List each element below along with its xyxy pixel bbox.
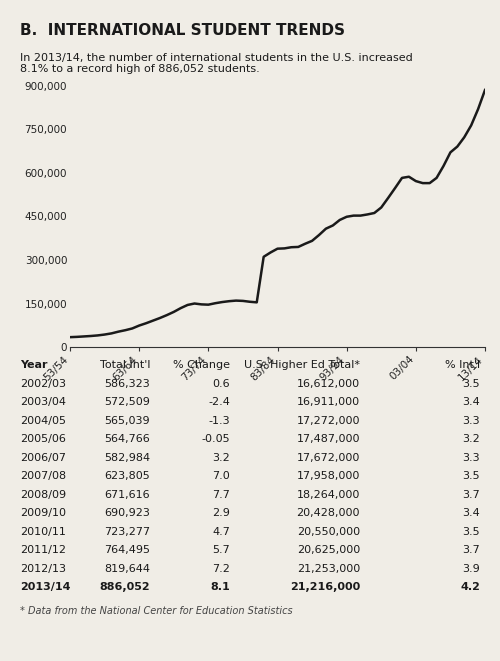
Text: 17,272,000: 17,272,000 <box>296 416 360 426</box>
Text: 5.7: 5.7 <box>212 545 230 555</box>
Text: 16,612,000: 16,612,000 <box>297 379 360 389</box>
Text: 20,550,000: 20,550,000 <box>297 527 360 537</box>
Text: 16,911,000: 16,911,000 <box>297 397 360 407</box>
Text: In 2013/14, the number of international students in the U.S. increased
8.1% to a: In 2013/14, the number of international … <box>20 53 413 75</box>
Text: 2010/11: 2010/11 <box>20 527 66 537</box>
Text: 2.9: 2.9 <box>212 508 230 518</box>
Text: 17,958,000: 17,958,000 <box>296 471 360 481</box>
Text: 17,672,000: 17,672,000 <box>296 453 360 463</box>
Text: 565,039: 565,039 <box>104 416 150 426</box>
Text: 3.7: 3.7 <box>462 490 480 500</box>
Text: 2003/04: 2003/04 <box>20 397 66 407</box>
Text: 8.1: 8.1 <box>210 582 230 592</box>
Text: 3.3: 3.3 <box>462 453 480 463</box>
Text: 564,766: 564,766 <box>104 434 150 444</box>
Text: 764,495: 764,495 <box>104 545 150 555</box>
Text: 582,984: 582,984 <box>104 453 150 463</box>
Text: 3.2: 3.2 <box>212 453 230 463</box>
Text: 17,487,000: 17,487,000 <box>296 434 360 444</box>
Text: B.  INTERNATIONAL STUDENT TRENDS: B. INTERNATIONAL STUDENT TRENDS <box>20 23 345 38</box>
Text: Year: Year <box>20 360 48 370</box>
Text: 819,644: 819,644 <box>104 564 150 574</box>
Text: 7.7: 7.7 <box>212 490 230 500</box>
Text: -0.05: -0.05 <box>202 434 230 444</box>
Text: 3.4: 3.4 <box>462 397 480 407</box>
Text: -2.4: -2.4 <box>208 397 230 407</box>
Text: 4.7: 4.7 <box>212 527 230 537</box>
Text: 3.2: 3.2 <box>462 434 480 444</box>
Text: 723,277: 723,277 <box>104 527 150 537</box>
Text: 2012/13: 2012/13 <box>20 564 66 574</box>
Text: 0.6: 0.6 <box>212 379 230 389</box>
Text: 20,428,000: 20,428,000 <box>296 508 360 518</box>
Text: 2013/14: 2013/14 <box>20 582 70 592</box>
Text: 2007/08: 2007/08 <box>20 471 66 481</box>
Text: 2004/05: 2004/05 <box>20 416 66 426</box>
Text: 3.9: 3.9 <box>462 564 480 574</box>
Text: 690,923: 690,923 <box>104 508 150 518</box>
Text: 2011/12: 2011/12 <box>20 545 66 555</box>
Text: 572,509: 572,509 <box>104 397 150 407</box>
Text: 3.3: 3.3 <box>462 416 480 426</box>
Text: 623,805: 623,805 <box>104 471 150 481</box>
Text: % Change: % Change <box>173 360 230 370</box>
Text: % Int'l: % Int'l <box>445 360 480 370</box>
Text: 4.2: 4.2 <box>460 582 480 592</box>
Text: -1.3: -1.3 <box>208 416 230 426</box>
Text: 21,253,000: 21,253,000 <box>297 564 360 574</box>
Text: 3.5: 3.5 <box>462 471 480 481</box>
Text: 3.4: 3.4 <box>462 508 480 518</box>
Text: 7.0: 7.0 <box>212 471 230 481</box>
Text: 2008/09: 2008/09 <box>20 490 66 500</box>
Text: 18,264,000: 18,264,000 <box>296 490 360 500</box>
Text: 3.7: 3.7 <box>462 545 480 555</box>
Text: 2009/10: 2009/10 <box>20 508 66 518</box>
Text: 671,616: 671,616 <box>104 490 150 500</box>
Text: * Data from the National Center for Education Statistics: * Data from the National Center for Educ… <box>20 606 292 617</box>
Text: 2002/03: 2002/03 <box>20 379 66 389</box>
Text: 886,052: 886,052 <box>100 582 150 592</box>
Text: U.S. Higher Ed Total*: U.S. Higher Ed Total* <box>244 360 360 370</box>
Text: 3.5: 3.5 <box>462 527 480 537</box>
Text: Total Int'l: Total Int'l <box>100 360 150 370</box>
Text: 2006/07: 2006/07 <box>20 453 66 463</box>
Text: 21,216,000: 21,216,000 <box>290 582 360 592</box>
Text: 20,625,000: 20,625,000 <box>297 545 360 555</box>
Text: 586,323: 586,323 <box>104 379 150 389</box>
Text: 3.5: 3.5 <box>462 379 480 389</box>
Text: 2005/06: 2005/06 <box>20 434 66 444</box>
Text: 7.2: 7.2 <box>212 564 230 574</box>
